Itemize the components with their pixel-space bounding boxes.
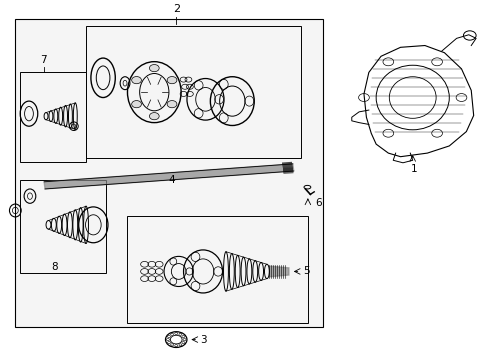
Text: 1: 1 xyxy=(410,164,417,174)
Bar xyxy=(20,72,86,162)
Circle shape xyxy=(149,113,159,120)
Circle shape xyxy=(131,100,141,108)
Text: 6: 6 xyxy=(315,198,321,208)
Bar xyxy=(20,180,105,273)
Bar xyxy=(127,216,307,323)
Circle shape xyxy=(149,64,159,72)
Text: 7: 7 xyxy=(40,55,47,65)
Polygon shape xyxy=(44,164,293,189)
Circle shape xyxy=(167,100,177,108)
Polygon shape xyxy=(269,266,288,277)
Bar xyxy=(86,26,300,158)
Text: 5: 5 xyxy=(303,266,309,276)
Circle shape xyxy=(131,77,141,84)
Bar xyxy=(15,19,322,327)
Text: 8: 8 xyxy=(51,262,58,272)
Text: 2: 2 xyxy=(172,4,180,14)
Text: 4: 4 xyxy=(168,175,174,185)
Text: 3: 3 xyxy=(200,334,207,345)
Circle shape xyxy=(167,77,177,84)
